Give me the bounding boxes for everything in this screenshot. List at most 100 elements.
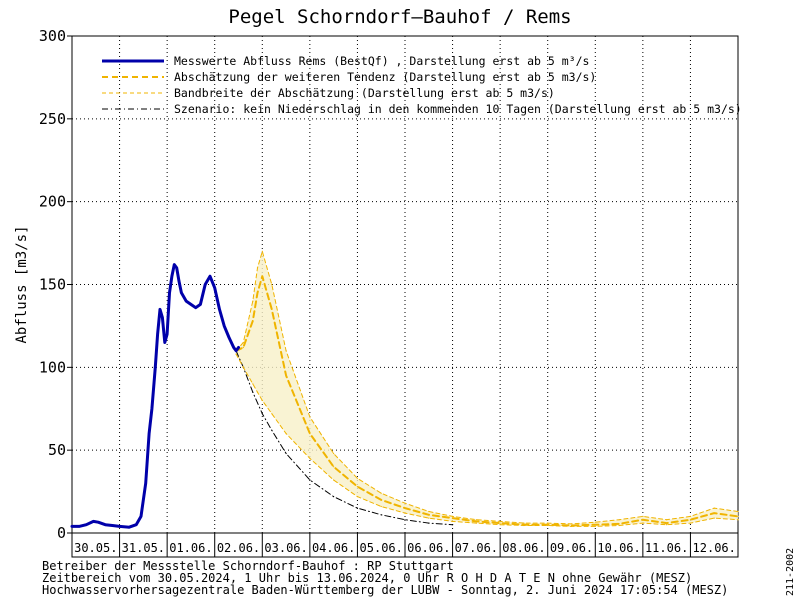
data-point xyxy=(475,519,477,521)
data-point xyxy=(618,523,620,525)
data-point xyxy=(159,308,161,310)
data-point xyxy=(356,486,358,488)
footer-time-range: Zeitbereich vom 30.05.2024, 1 Uhr bis 13… xyxy=(42,571,692,585)
data-point xyxy=(737,510,739,513)
data-point xyxy=(570,523,573,525)
x-tick-label: 09.06. xyxy=(550,541,593,555)
data-point xyxy=(104,524,106,526)
x-tick-label: 12.06. xyxy=(693,541,736,555)
data-point xyxy=(178,280,180,282)
data-point xyxy=(176,267,178,269)
data-point xyxy=(618,519,620,521)
data-point xyxy=(356,507,358,509)
x-tick-label: 03.06. xyxy=(264,541,307,555)
data-point xyxy=(428,510,430,513)
data-point xyxy=(499,522,501,524)
data-point xyxy=(333,466,335,468)
x-tick-label: 05.06. xyxy=(360,541,403,555)
data-point xyxy=(333,452,335,455)
data-point xyxy=(452,517,454,519)
data-point xyxy=(235,353,237,355)
data-point xyxy=(199,303,201,305)
data-point xyxy=(666,522,668,524)
side-code: 211-2002 xyxy=(785,548,796,596)
data-point xyxy=(135,524,137,526)
data-point xyxy=(285,375,287,377)
data-point xyxy=(233,346,235,349)
series-line-1 xyxy=(235,275,739,527)
data-point xyxy=(666,519,668,521)
data-point xyxy=(356,477,358,479)
series-line-3 xyxy=(235,353,739,527)
data-point xyxy=(499,520,501,523)
data-point xyxy=(428,522,430,524)
data-point xyxy=(356,496,358,498)
data-point xyxy=(218,308,221,310)
data-point xyxy=(140,515,142,518)
data-point xyxy=(428,517,430,519)
x-tick-label: 01.06. xyxy=(169,541,212,555)
data-point xyxy=(97,521,99,523)
legend-label: Abschätzung der weiteren Tendenz (Darste… xyxy=(174,70,596,84)
data-point xyxy=(173,264,175,266)
x-tick-label: 31.05. xyxy=(122,541,165,555)
legend-label: Szenario: kein Niederschlag in den komme… xyxy=(174,102,742,116)
data-point xyxy=(78,525,80,528)
data-point xyxy=(737,519,739,521)
data-point xyxy=(404,507,406,509)
y-tick-label: 250 xyxy=(39,110,66,128)
data-point xyxy=(452,524,454,526)
data-point xyxy=(404,502,406,504)
data-point xyxy=(271,283,273,286)
series-line-2 xyxy=(235,250,739,525)
data-point xyxy=(111,524,113,527)
data-point xyxy=(261,413,263,415)
data-point xyxy=(261,250,263,252)
x-tick-label: 02.06. xyxy=(217,541,260,555)
data-point xyxy=(271,413,273,415)
data-point xyxy=(252,383,254,385)
footer-operator: Betreiber der Messstelle Schorndorf-Bauh… xyxy=(42,559,454,573)
data-point xyxy=(689,515,692,518)
data-point xyxy=(475,520,477,523)
data-point xyxy=(119,525,121,528)
data-point xyxy=(261,399,263,402)
data-point xyxy=(642,519,644,521)
data-point xyxy=(242,341,244,344)
data-point xyxy=(689,522,692,524)
x-tick-label: 04.06. xyxy=(312,541,355,555)
data-point xyxy=(190,303,192,305)
data-point xyxy=(92,520,94,523)
data-point xyxy=(594,524,596,526)
data-point xyxy=(285,433,287,435)
data-point xyxy=(570,524,573,527)
data-point xyxy=(499,524,501,526)
data-point xyxy=(594,521,596,523)
y-tick-label: 100 xyxy=(39,358,66,376)
data-point xyxy=(380,499,382,501)
data-point xyxy=(252,320,254,322)
footer-source: Hochwasservorhersagezentrale Baden-Württ… xyxy=(42,583,728,597)
data-point xyxy=(148,433,150,435)
data-point xyxy=(235,350,237,352)
legend-label: Messwerte Abfluss Rems (BestQf) , Darste… xyxy=(174,54,589,68)
data-point xyxy=(128,526,130,528)
data-point xyxy=(242,346,244,349)
data-point xyxy=(333,479,335,481)
data-point xyxy=(271,429,273,431)
data-point xyxy=(380,514,382,516)
band-area xyxy=(236,251,738,527)
data-point xyxy=(428,514,430,516)
data-point xyxy=(404,512,406,514)
data-point xyxy=(271,308,273,310)
data-point xyxy=(237,346,240,349)
data-point xyxy=(475,522,477,524)
y-axis-label: Abfluss [m3/s] xyxy=(14,225,30,343)
data-point xyxy=(161,317,163,319)
data-point xyxy=(145,482,147,484)
data-point xyxy=(547,522,549,524)
x-tick-label: 11.06. xyxy=(645,541,688,555)
data-point xyxy=(71,525,73,528)
x-tick-label: 30.05. xyxy=(74,541,117,555)
